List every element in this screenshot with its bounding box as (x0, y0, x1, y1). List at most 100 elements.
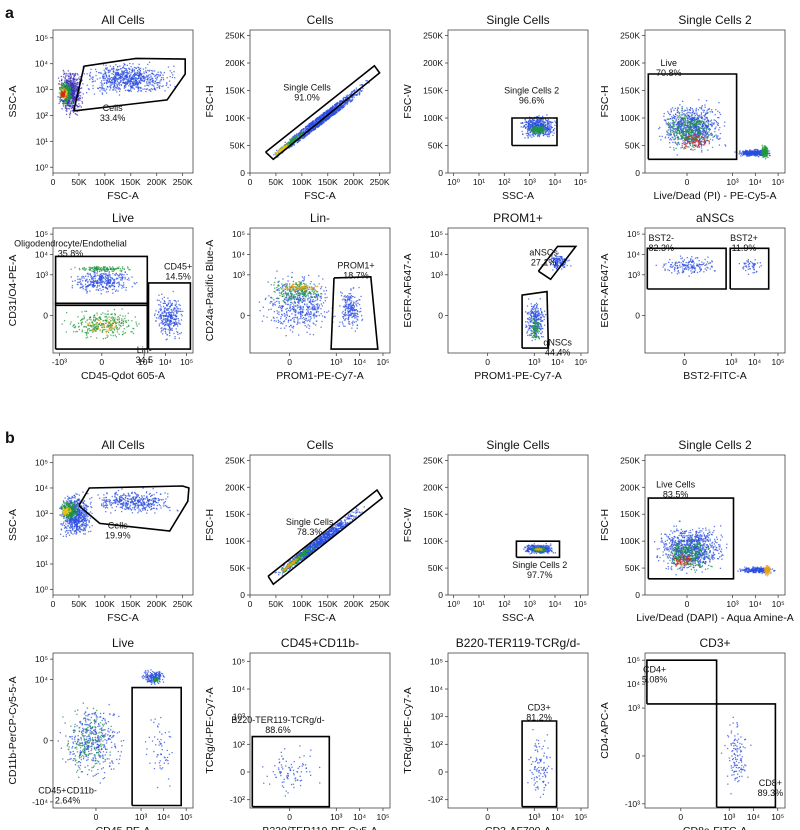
data-point (65, 97, 67, 99)
data-point (689, 121, 691, 123)
data-point (72, 91, 74, 93)
data-point (76, 91, 78, 93)
data-point (700, 107, 702, 109)
data-point (74, 75, 76, 77)
data-point (116, 71, 118, 73)
data-point (690, 119, 692, 121)
data-point (72, 82, 74, 84)
y-tick-label: 150K (423, 86, 443, 96)
data-point (538, 134, 540, 136)
data-point (285, 144, 287, 146)
data-point (109, 82, 112, 84)
data-point (691, 108, 693, 110)
data-point (552, 121, 554, 123)
data-point (702, 118, 704, 120)
data-point (65, 92, 67, 95)
data-point (126, 72, 128, 74)
data-point (551, 126, 553, 129)
data-point (702, 120, 704, 122)
data-point (707, 131, 709, 133)
data-point (713, 119, 715, 121)
y-tick-label: 200K (423, 58, 443, 68)
data-point (75, 83, 77, 85)
data-point (704, 126, 706, 129)
data-point (145, 71, 147, 74)
data-point (324, 120, 326, 122)
data-point (138, 63, 140, 65)
data-point (140, 78, 142, 80)
data-point (666, 118, 668, 120)
data-point (707, 149, 709, 151)
data-point (717, 135, 719, 137)
data-point (69, 83, 71, 85)
data-point (537, 128, 539, 130)
data-point (64, 98, 66, 101)
data-point (719, 137, 721, 139)
data-point (80, 106, 82, 108)
data-point (69, 76, 72, 79)
data-point (111, 83, 113, 85)
data-point (121, 75, 124, 77)
data-point (291, 137, 293, 139)
data-point (677, 127, 679, 129)
data-point (354, 94, 356, 96)
data-point (65, 103, 67, 105)
data-point (79, 99, 81, 102)
data-point (72, 86, 74, 88)
data-point (61, 84, 63, 86)
y-tick-label: 10² (36, 110, 48, 120)
data-point (128, 85, 130, 87)
data-point (287, 143, 289, 145)
data-point (527, 126, 529, 128)
data-point (707, 112, 709, 114)
data-point (113, 71, 115, 73)
data-point (72, 96, 74, 98)
data-point (667, 137, 670, 139)
data-point (148, 85, 150, 87)
data-point (703, 134, 705, 136)
data-point (544, 118, 546, 120)
data-point (71, 102, 73, 105)
data-point (692, 111, 694, 113)
data-point (78, 81, 80, 84)
data-point (691, 145, 693, 148)
data-point (70, 77, 72, 79)
data-point (72, 111, 75, 113)
data-point (538, 130, 541, 132)
data-point (690, 127, 692, 129)
data-point (690, 134, 692, 136)
data-point (92, 77, 94, 79)
data-point (531, 127, 534, 129)
data-point (123, 72, 125, 75)
data-point (73, 75, 75, 77)
data-point (527, 137, 529, 139)
data-point (682, 133, 684, 135)
data-point (102, 64, 105, 66)
data-point (689, 122, 692, 124)
y-axis-label: FSC-W (402, 84, 414, 118)
data-point (59, 101, 61, 103)
data-point (294, 136, 296, 138)
data-point (106, 85, 109, 88)
data-point (103, 82, 106, 84)
data-point (147, 78, 149, 80)
data-point (550, 131, 552, 133)
data-point (325, 110, 327, 112)
data-point (336, 111, 338, 113)
data-point (681, 117, 683, 119)
data-point (63, 93, 65, 95)
data-point (72, 102, 75, 104)
data-point (120, 84, 123, 87)
data-point (698, 131, 700, 133)
data-point (694, 123, 696, 125)
data-point (114, 77, 116, 79)
data-point (678, 131, 681, 133)
data-point (69, 94, 71, 96)
data-point (667, 132, 669, 134)
data-point (99, 86, 101, 89)
data-point (145, 70, 147, 72)
data-point (698, 122, 700, 124)
data-point (692, 109, 694, 111)
data-point (130, 88, 132, 90)
